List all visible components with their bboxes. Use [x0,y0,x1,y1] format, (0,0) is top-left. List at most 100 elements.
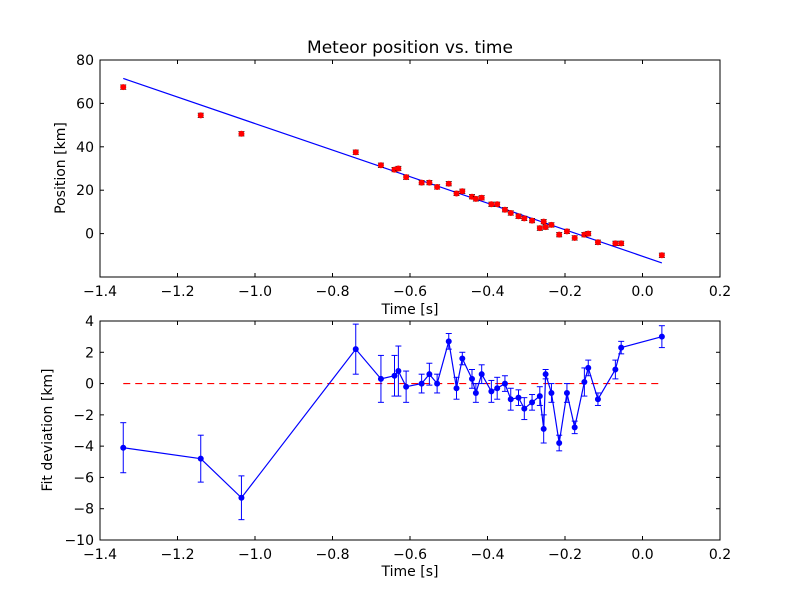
data-point [494,201,501,208]
chart-title: Meteor position vs. time [307,38,513,58]
x-tick-label: 0.2 [709,284,731,300]
data-point [434,183,441,190]
data-point [478,194,485,201]
data-point [521,405,528,412]
x-tick-label: −0.6 [393,284,427,300]
data-point [542,224,549,231]
deviation-y-ticks: −10 −8 −6 −4 −2 0 2 4 [64,314,720,549]
x-tick-label: −1.2 [161,284,195,300]
y-tick-label: 0 [85,377,94,393]
y-tick-label: −2 [73,408,94,424]
x-tick-label: 0.0 [631,547,653,563]
y-tick-label: 80 [76,53,94,69]
data-point [488,388,495,395]
data-point [120,444,127,451]
data-point [618,240,625,247]
x-tick-label: −0.2 [548,547,582,563]
data-point [515,394,522,401]
data-point [469,375,475,382]
x-tick-label: −0.6 [393,547,427,563]
data-point [472,389,479,396]
y-tick-label: 4 [85,314,94,330]
data-point [501,380,508,387]
data-point [434,380,441,387]
data-point [612,366,619,373]
data-point [352,149,359,156]
data-point [395,165,402,172]
position-x-axis-label: Time [s] [381,302,439,318]
data-point [548,389,555,396]
data-point [612,240,619,247]
data-point [548,221,555,228]
data-point [459,355,466,362]
x-tick-label: −0.8 [316,284,350,300]
x-tick-label: −1.0 [238,547,272,563]
data-point [563,228,570,235]
data-point [377,162,384,169]
data-point [453,190,460,197]
x-tick-label: −1.4 [83,284,117,300]
data-point [445,338,452,345]
x-tick-label: −1.4 [83,547,117,563]
data-point [478,371,485,378]
data-point [536,393,543,400]
x-tick-label: −1.2 [161,547,195,563]
data-point [488,201,495,208]
data-point [472,195,479,202]
data-point [515,213,522,220]
data-point [418,179,425,186]
data-point [536,225,543,232]
data-point [501,206,508,213]
data-point [197,112,204,119]
deviation-x-axis-label: Time [s] [381,564,439,580]
data-point [594,396,601,403]
data-point [585,230,592,237]
deviation-x-ticks: −1.4 −1.2 −1.0 −0.8 −0.6 −0.4 −0.2 0.0 0.2 [83,321,731,563]
data-point [494,385,501,392]
data-point [403,174,410,181]
data-point [377,375,384,382]
data-point [426,371,433,378]
data-point [658,252,665,259]
position-y-ticks: 0 20 40 60 80 [76,53,720,243]
data-point [197,455,204,462]
data-point [594,239,601,246]
data-point [521,215,528,222]
data-point [540,425,547,432]
data-point [395,368,402,375]
data-point [571,424,578,431]
data-point [658,333,665,340]
x-tick-label: 0.2 [709,547,731,563]
y-tick-label: 20 [76,183,94,199]
y-tick-label: 40 [76,140,94,156]
data-point [391,372,398,379]
data-point [352,346,359,353]
data-point [542,371,549,378]
data-point [507,209,514,216]
data-point [403,383,410,390]
deviation-chart: −1.4 −1.2 −1.0 −0.8 −0.6 −0.4 −0.2 0.0 0.2 −10 −8… [40,314,731,580]
x-tick-label: −0.4 [471,547,505,563]
position-x-ticks: −1.4 −1.2 −1.0 −0.8 −0.6 −0.4 −0.2 0.0 0.2 [83,60,731,300]
position-chart: Meteor position vs. time −1.4 −1.2 −1.0 −0.… [53,38,731,318]
position-plot-area [120,77,665,264]
x-tick-label: −0.2 [548,284,582,300]
y-tick-label: −10 [64,533,94,549]
y-tick-label: 2 [85,345,94,361]
deviation-plot-area [120,323,665,521]
x-tick-label: −1.0 [238,284,272,300]
data-point [563,389,570,396]
data-point [581,379,588,386]
data-point [238,494,245,501]
data-point [540,218,547,225]
data-point [529,217,536,224]
deviation-y-axis-label: Fit deviation [km] [40,368,56,491]
y-tick-label: 60 [76,96,94,112]
data-point [618,344,625,351]
y-tick-label: −4 [73,439,94,455]
data-point [426,179,433,186]
data-point [445,180,452,187]
x-tick-label: 0.0 [631,284,653,300]
